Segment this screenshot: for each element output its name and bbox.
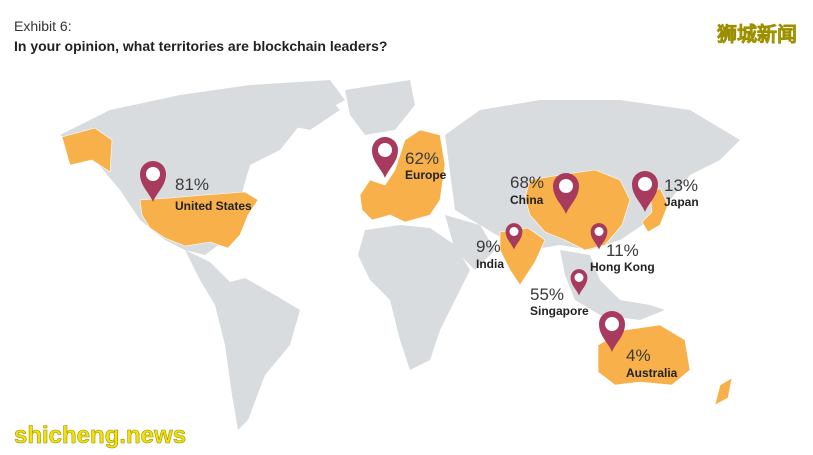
watermark-cn: 狮城新闻: [717, 22, 797, 46]
title: In your opinion, what territories are bl…: [14, 38, 387, 54]
value-label: 55%: [530, 285, 564, 304]
world-map: [60, 80, 740, 430]
region-name: Europe: [405, 168, 447, 182]
region-name: United States: [175, 199, 252, 213]
value-label: 4%: [626, 346, 651, 365]
value-label: 62%: [405, 149, 439, 168]
exhibit-label: Exhibit 6:: [14, 18, 72, 34]
region-name: Hong Kong: [590, 260, 655, 274]
labels: 81% United States 62% Europe 68% China 1…: [175, 149, 699, 380]
region-name: India: [476, 257, 504, 271]
value-label: 68%: [510, 173, 544, 192]
value-label: 11%: [606, 241, 639, 260]
region-name: Singapore: [530, 304, 589, 318]
region-name: China: [510, 193, 544, 207]
region-name: Japan: [664, 195, 699, 209]
value-label: 81%: [175, 175, 209, 194]
region-name: Australia: [626, 366, 678, 380]
watermark-en: shicheng.news: [14, 422, 186, 449]
value-label: 13%: [664, 176, 698, 195]
value-label: 9%: [476, 237, 501, 256]
